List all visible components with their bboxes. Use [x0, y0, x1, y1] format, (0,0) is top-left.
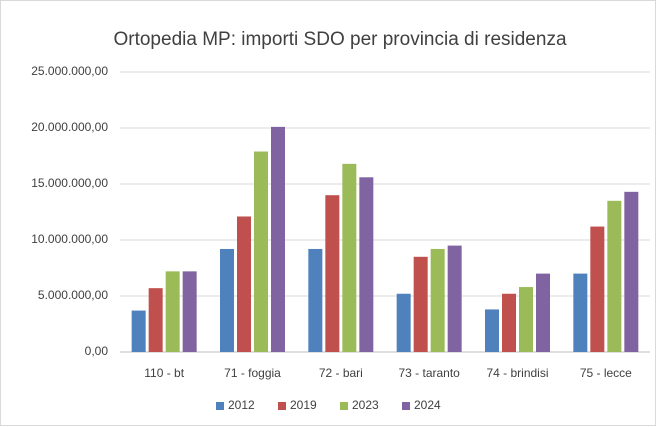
y-tick-label: 15.000.000,00 [31, 176, 108, 190]
bar [447, 245, 462, 352]
x-tick-label: 71 - foggia [224, 366, 281, 380]
legend-label: 2019 [290, 398, 317, 412]
bar [396, 293, 411, 352]
legend-swatch [340, 402, 348, 410]
y-tick-label: 20.000.000,00 [31, 120, 108, 134]
bar [536, 273, 550, 352]
x-tick-label: 73 - taranto [398, 366, 460, 380]
legend-swatch [402, 402, 410, 410]
bar [237, 216, 251, 352]
y-tick-label: 10.000.000,00 [31, 232, 108, 246]
chart-title: Ortopedia MP: importi SDO per provincia … [113, 29, 566, 50]
y-tick-label: 25.000.000,00 [31, 64, 108, 78]
bar [148, 288, 163, 352]
bar [413, 256, 428, 352]
legend-swatch [216, 402, 224, 410]
x-tick-label: 75 - lecce [580, 366, 632, 380]
bar [325, 195, 340, 352]
bar [430, 248, 445, 352]
bar [308, 248, 323, 352]
y-tick-label: 5.000.000,00 [38, 288, 108, 302]
legend-label: 2024 [414, 398, 441, 412]
bar [624, 191, 639, 352]
bar [220, 248, 234, 352]
bar [502, 293, 516, 352]
bar [271, 126, 285, 352]
bar [254, 151, 268, 352]
bar [359, 177, 374, 352]
bar [519, 287, 533, 352]
legend-swatch [278, 402, 286, 410]
bar [485, 309, 499, 352]
bar [573, 273, 588, 352]
bar [131, 310, 146, 352]
legend-label: 2023 [352, 398, 379, 412]
bar [342, 163, 357, 352]
legend-label: 2012 [228, 398, 255, 412]
x-tick-label: 74 - brindisi [486, 366, 548, 380]
x-tick-label: 72 - bari [319, 366, 363, 380]
y-tick-label: 0,00 [85, 344, 109, 358]
bar [590, 226, 605, 352]
bar [607, 200, 622, 352]
bar [165, 271, 180, 352]
bar [182, 271, 197, 352]
x-tick-label: 110 - bt [144, 366, 184, 380]
